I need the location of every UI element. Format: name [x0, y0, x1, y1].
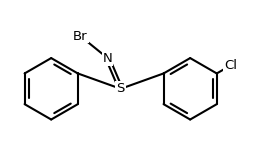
Text: N: N [103, 52, 112, 65]
Text: Cl: Cl [224, 59, 237, 72]
Text: Br: Br [73, 30, 88, 43]
Text: S: S [116, 82, 125, 95]
